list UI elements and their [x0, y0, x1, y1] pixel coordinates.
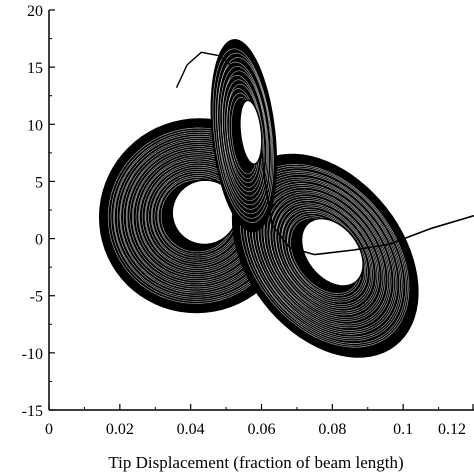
y-tick-label: -15: [22, 403, 43, 420]
orbit-line: [257, 180, 395, 331]
plot-area: [98, 39, 474, 358]
y-tick-label: 5: [35, 174, 43, 191]
orbit-line: [269, 196, 380, 316]
upper-arc: [175, 51, 234, 88]
orbit-line: [269, 193, 383, 318]
x-tick-label: 0.04: [177, 421, 205, 438]
orbit-line: [275, 200, 377, 312]
orbit-line: [263, 189, 386, 322]
orbit-line: [266, 191, 384, 320]
orbit-line: [151, 170, 243, 261]
orbit-line: [239, 163, 410, 348]
orbit-line: [158, 177, 237, 255]
y-tick-label: 10: [27, 117, 43, 134]
lobe-hole: [239, 99, 263, 165]
orbit-line: [281, 206, 371, 305]
y-tick-label: -5: [30, 289, 43, 306]
y-axis-ticks: 20 15 10 5 0 -5 -10 -15: [22, 3, 55, 420]
orbit-line: [224, 79, 264, 192]
x-tick-label: 0.02: [106, 421, 134, 438]
orbit-line: [157, 175, 240, 257]
x-tick-label: 0.08: [318, 421, 346, 438]
orbit-line: [219, 66, 268, 206]
orbit-line: [251, 176, 398, 335]
orbit-line: [228, 92, 259, 179]
x-axis-ticks: 0 0.02 0.04 0.06 0.08 0.1 0.12: [45, 404, 474, 438]
y-tick-label: 15: [27, 60, 43, 77]
x-tick-label: 0.06: [248, 421, 276, 438]
orbit-line: [154, 173, 241, 259]
x-tick-label: 0.12: [438, 421, 466, 438]
orbit-line: [278, 204, 373, 307]
lobe-hole: [171, 179, 239, 246]
orbit-line: [248, 172, 402, 340]
orbit-line: [284, 211, 367, 301]
orbit-line: [257, 183, 392, 329]
orbit-line: [260, 185, 390, 327]
orbit-line: [275, 202, 374, 309]
orbit-line: [263, 187, 389, 325]
orbit-line: [242, 165, 408, 346]
y-tick-label: -10: [22, 346, 43, 363]
orbit-line: [281, 209, 368, 303]
orbit-line: [245, 167, 406, 344]
orbit-line: [215, 52, 273, 219]
attractor-lobe: [210, 39, 278, 233]
orbit-line: [287, 213, 365, 299]
orbit-line: [217, 61, 270, 210]
orbit-line: [254, 178, 396, 333]
y-tick-label: 20: [27, 3, 43, 20]
x-tick-label: 0.1: [393, 421, 413, 438]
x-tick-label: 0: [45, 421, 53, 438]
orbit-line: [272, 198, 378, 314]
orbit-line: [245, 170, 404, 342]
x-axis-label: Tip Displacement (fraction of beam lengt…: [108, 453, 403, 472]
orbit-line: [251, 174, 400, 338]
orbit-line: [212, 48, 274, 223]
y-tick-label: 0: [35, 232, 43, 249]
orbit-line: [226, 88, 260, 184]
transient-trajectory: [260, 149, 474, 256]
orbit-line: [221, 75, 265, 197]
